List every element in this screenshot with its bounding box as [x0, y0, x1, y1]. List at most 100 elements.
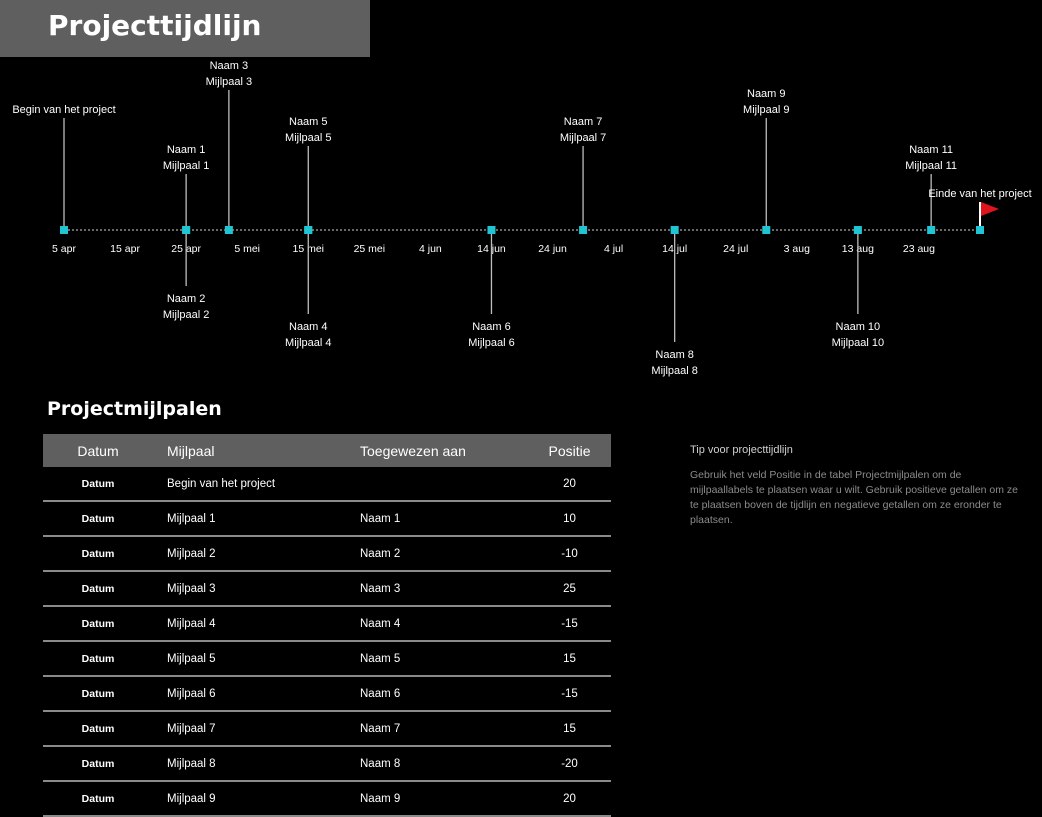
column-header-position[interactable]: Positie	[528, 434, 611, 467]
cell-milestone[interactable]: Mijlpaal 3	[153, 571, 360, 607]
table-row[interactable]: Datum Mijlpaal 5 Naam 5 15	[43, 641, 611, 677]
table-row[interactable]: Datum Mijlpaal 4 Naam 4 -15	[43, 606, 611, 642]
cell-position[interactable]: -10	[528, 536, 611, 572]
cell-date[interactable]: Datum	[43, 676, 153, 712]
cell-assigned[interactable]	[360, 467, 528, 502]
milestone-label: Naam 9	[747, 88, 786, 100]
milestone-label: Mijlpaal 2	[163, 309, 209, 321]
timeline-chart: 5 apr 15 apr 25 apr 5 mei 15 mei 25 mei 4 jun 1…	[12, 60, 1031, 377]
milestone-label: Mijlpaal 10	[832, 337, 885, 349]
table-row[interactable]: Datum Mijlpaal 8 Naam 8 -20	[43, 746, 611, 782]
cell-milestone[interactable]: Mijlpaal 2	[153, 536, 360, 572]
milestone-marker	[487, 226, 496, 234]
milestone-label: Naam 10	[836, 321, 881, 333]
milestone-label: Naam 3	[210, 60, 249, 72]
milestone-label: Mijlpaal 11	[905, 160, 957, 172]
milestone-label: Naam 5	[289, 116, 328, 128]
cell-milestone[interactable]: Mijlpaal 5	[153, 641, 360, 677]
flag-icon	[981, 202, 999, 216]
table-row[interactable]: Datum Mijlpaal 6 Naam 6 -15	[43, 676, 611, 712]
tick-label: 24 jun	[538, 243, 567, 255]
tip-box: Tip voor projecttijdlijn Gebruik het vel…	[690, 444, 1020, 528]
milestone-label: Mijlpaal 8	[651, 365, 697, 377]
milestone-label: Naam 2	[167, 293, 206, 305]
milestone-label: Naam 1	[167, 144, 206, 156]
table-row[interactable]: Datum Mijlpaal 1 Naam 1 10	[43, 501, 611, 537]
tick-label: 4 jul	[604, 243, 623, 255]
cell-assigned[interactable]: Naam 3	[360, 571, 528, 607]
cell-position[interactable]: 20	[528, 467, 611, 502]
tick-label: 5 apr	[52, 243, 76, 255]
milestone-label: Naam 6	[472, 321, 511, 333]
cell-date[interactable]: Datum	[43, 711, 153, 747]
cell-milestone[interactable]: Mijlpaal 6	[153, 676, 360, 712]
milestone-marker	[670, 226, 679, 234]
cell-position[interactable]: 15	[528, 711, 611, 747]
cell-position[interactable]: 25	[528, 571, 611, 607]
milestone-label: Begin van het project	[12, 104, 115, 116]
cell-assigned[interactable]: Naam 4	[360, 606, 528, 642]
milestone-marker	[304, 226, 313, 234]
tick-label: 3 aug	[784, 243, 810, 255]
milestone-marker	[60, 226, 68, 234]
cell-position[interactable]: 15	[528, 641, 611, 677]
milestone-marker	[976, 226, 984, 234]
cell-assigned[interactable]: Naam 7	[360, 711, 528, 747]
milestone-label: Naam 11	[909, 144, 953, 156]
milestone-label: Mijlpaal 6	[468, 337, 514, 349]
column-header-assigned[interactable]: Toegewezen aan	[360, 434, 528, 467]
tip-body: Gebruik het veld Positie in de tabel Pro…	[690, 469, 1019, 526]
cell-date[interactable]: Datum	[43, 571, 153, 607]
cell-milestone[interactable]: Begin van het project	[153, 467, 360, 502]
tick-label: 5 mei	[234, 243, 260, 255]
cell-milestone[interactable]: Mijlpaal 1	[153, 501, 360, 537]
milestone-label: Mijlpaal 4	[285, 337, 331, 349]
cell-milestone[interactable]: Mijlpaal 4	[153, 606, 360, 642]
table-row[interactable]: Datum Mijlpaal 7 Naam 7 15	[43, 711, 611, 747]
cell-date[interactable]: Datum	[43, 781, 153, 817]
page-title: Projecttijdlijn	[48, 9, 262, 42]
cell-position[interactable]: -15	[528, 676, 611, 712]
column-header-date[interactable]: Datum	[43, 434, 153, 467]
cell-date[interactable]: Datum	[43, 536, 153, 572]
table-row[interactable]: Datum Mijlpaal 2 Naam 2 -10	[43, 536, 611, 572]
cell-position[interactable]: 20	[528, 781, 611, 817]
cell-milestone[interactable]: Mijlpaal 7	[153, 711, 360, 747]
cell-date[interactable]: Datum	[43, 606, 153, 642]
tick-label: 24 jul	[723, 243, 748, 255]
title-bar: Projecttijdlijn	[0, 0, 370, 57]
table-row[interactable]: Datum Mijlpaal 9 Naam 9 20	[43, 781, 611, 817]
milestone-label: Mijlpaal 1	[163, 160, 209, 172]
table-row[interactable]: Datum Begin van het project 20	[43, 467, 611, 502]
milestone-label: Mijlpaal 5	[285, 132, 331, 144]
cell-assigned[interactable]: Naam 6	[360, 676, 528, 712]
milestone-marker	[927, 226, 936, 234]
section-title: Projectmijlpalen	[47, 398, 222, 420]
milestone-marker	[853, 226, 862, 234]
cell-position[interactable]: -20	[528, 746, 611, 782]
cell-assigned[interactable]: Naam 8	[360, 746, 528, 782]
cell-position[interactable]: 10	[528, 501, 611, 537]
cell-milestone[interactable]: Mijlpaal 9	[153, 781, 360, 817]
cell-assigned[interactable]: Naam 2	[360, 536, 528, 572]
cell-position[interactable]: -15	[528, 606, 611, 642]
milestone-marker	[224, 226, 233, 234]
cell-assigned[interactable]: Naam 1	[360, 501, 528, 537]
cell-assigned[interactable]: Naam 9	[360, 781, 528, 817]
cell-milestone[interactable]: Mijlpaal 8	[153, 746, 360, 782]
milestone-label: Naam 4	[289, 321, 328, 333]
milestone-marker	[579, 226, 588, 234]
cell-assigned[interactable]: Naam 5	[360, 641, 528, 677]
cell-date[interactable]: Datum	[43, 467, 153, 502]
tick-label: 15 apr	[110, 243, 140, 255]
milestone-label: Mijlpaal 7	[560, 132, 606, 144]
milestones-table: Datum Mijlpaal Toegewezen aan Positie Da…	[43, 434, 611, 817]
cell-date[interactable]: Datum	[43, 641, 153, 677]
cell-date[interactable]: Datum	[43, 501, 153, 537]
table-row[interactable]: Datum Mijlpaal 3 Naam 3 25	[43, 571, 611, 607]
milestone-label: Naam 8	[655, 349, 694, 361]
milestone-marker	[762, 226, 771, 234]
tick-label: 25 mei	[354, 243, 386, 255]
column-header-milestone[interactable]: Mijlpaal	[153, 434, 360, 467]
cell-date[interactable]: Datum	[43, 746, 153, 782]
